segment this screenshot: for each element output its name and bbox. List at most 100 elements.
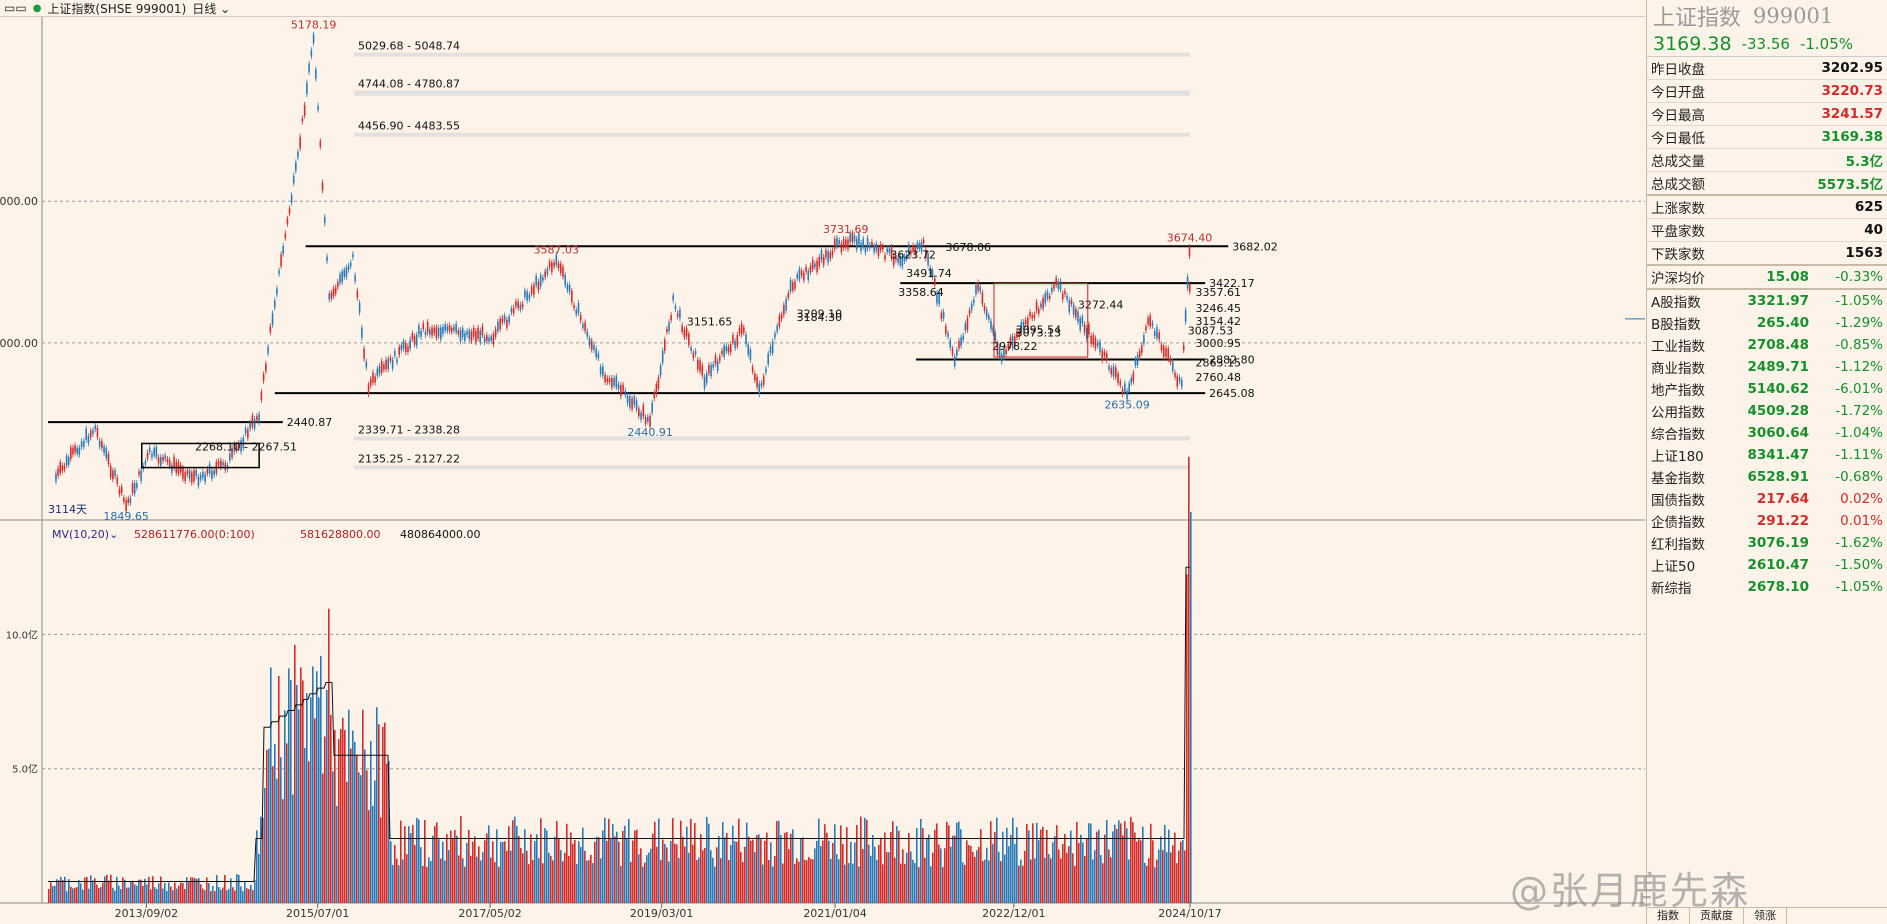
index-row[interactable]: 基金指数 6528.91 -0.68%: [1647, 466, 1887, 488]
candle-body: [1147, 317, 1149, 325]
volume-bar: [758, 834, 760, 903]
index-row[interactable]: 国债指数 217.64 0.02%: [1647, 488, 1887, 510]
volume-bar: [826, 832, 828, 903]
candle-body: [672, 295, 674, 301]
candle-body: [433, 327, 436, 334]
tab-指数[interactable]: 指数: [1647, 908, 1690, 924]
volume-bar: [648, 852, 650, 903]
volume-bar: [178, 885, 180, 903]
candle-body: [76, 448, 79, 454]
volume-tick-label: 5.0亿: [12, 763, 38, 776]
volume-bar: [904, 863, 906, 903]
volume-bar: [572, 843, 574, 903]
volume-bar: [710, 850, 712, 903]
volume-bar: [1014, 844, 1016, 903]
volume-bar: [56, 879, 58, 903]
level-label: 3682.02: [1232, 240, 1278, 253]
candle-body: [1114, 367, 1117, 378]
volume-bar: [1050, 858, 1052, 903]
candle-body: [114, 470, 116, 477]
volume-bar: [272, 766, 274, 903]
chart-background: [0, 17, 1645, 924]
volume-bar: [634, 830, 636, 903]
candle-body: [688, 333, 690, 346]
stat-row: 总成交量 5.3亿: [1647, 149, 1887, 172]
candle-body: [820, 250, 823, 261]
volume-bar: [1090, 823, 1092, 903]
volume-bar: [760, 839, 762, 903]
volume-bar: [870, 855, 872, 903]
candle-body: [655, 383, 658, 395]
candle-body: [879, 244, 882, 251]
index-row[interactable]: 上证50 2610.47 -1.50%: [1647, 554, 1887, 576]
index-row[interactable]: 公用指数 4509.28 -1.72%: [1647, 400, 1887, 422]
volume-bar: [520, 847, 522, 903]
kline-chart[interactable]: 3000.00 4000.00 5029.68 - 5048.74 4744.08 -…: [0, 17, 1645, 924]
volume-bar: [1148, 858, 1150, 903]
candle-body: [220, 460, 222, 468]
candle-body: [960, 337, 962, 346]
volume-bar: [974, 856, 976, 903]
index-row[interactable]: 红利指数 3076.19 -1.62%: [1647, 532, 1887, 554]
index-row[interactable]: B股指数 265.40 -1.29%: [1647, 312, 1887, 334]
index-row[interactable]: A股指数 3321.97 -1.05%: [1647, 290, 1887, 312]
volume-bar: [1084, 855, 1086, 903]
candle-body: [994, 332, 997, 341]
volume-bar: [1038, 840, 1040, 903]
index-row[interactable]: 工业指数 2708.48 -0.85%: [1647, 334, 1887, 356]
period-selector[interactable]: 日线 ⌄: [192, 0, 230, 17]
volume-bar: [1026, 824, 1028, 903]
tab-领涨[interactable]: 领涨: [1744, 908, 1787, 924]
volume-bar: [140, 879, 142, 903]
volume-bar: [828, 840, 830, 903]
volume-bar: [508, 826, 510, 903]
candle-body: [1145, 326, 1147, 331]
candle-body: [282, 246, 285, 254]
volume-bar: [1094, 850, 1096, 903]
candle-body: [666, 329, 668, 333]
index-pct: -1.72%: [1835, 403, 1883, 419]
candle-body: [849, 233, 851, 243]
candle-body: [925, 249, 927, 259]
breadth-row: 上涨家数 625: [1647, 196, 1887, 219]
volume-bar: [542, 863, 544, 903]
chart-area[interactable]: 3000.00 4000.00 5029.68 - 5048.74 4744.08 -…: [0, 17, 1645, 924]
index-row[interactable]: 上证180 8341.47 -1.11%: [1647, 444, 1887, 466]
annotation-label: 3678.06: [946, 241, 992, 254]
layout-toggle-icon[interactable]: ▭▭: [4, 1, 27, 15]
volume-bar: [1172, 845, 1174, 903]
volume-bar: [338, 739, 340, 903]
candle-body: [785, 298, 787, 311]
index-row[interactable]: 企债指数 291.22 0.01%: [1647, 510, 1887, 532]
candle-body: [284, 233, 287, 238]
volume-bar: [536, 834, 538, 903]
index-row[interactable]: 地产指数 5140.62 -6.01%: [1647, 378, 1887, 400]
candle-body: [981, 292, 984, 304]
volume-bar: [86, 877, 88, 903]
candle-body: [164, 455, 167, 460]
index-row[interactable]: 商业指数 2489.71 -1.12%: [1647, 356, 1887, 378]
volume-bar: [246, 888, 248, 903]
candle-body: [661, 350, 664, 363]
index-pct: -0.68%: [1835, 469, 1883, 485]
candle-body: [1186, 276, 1189, 289]
volume-bar: [838, 859, 840, 903]
candle-body: [146, 452, 149, 459]
volume-tick-label: 10.0亿: [6, 628, 38, 641]
candle-body: [825, 250, 827, 258]
volume-bar: [82, 889, 84, 903]
stat-label: 总成交量: [1651, 154, 1705, 170]
index-row[interactable]: 新综指 2678.10 -1.05%: [1647, 576, 1887, 598]
candle-body: [418, 325, 420, 335]
candle-body: [927, 253, 929, 266]
candle-body: [1130, 377, 1133, 383]
volume-bar: [606, 840, 608, 903]
volume-bar: [170, 886, 172, 903]
index-row[interactable]: 沪深均价 15.08 -0.33%: [1647, 266, 1887, 290]
candle-body: [644, 417, 647, 424]
candle-body: [380, 360, 383, 373]
index-row[interactable]: 综合指数 3060.64 -1.04%: [1647, 422, 1887, 444]
volume-bar: [674, 843, 676, 903]
tab-贡献度[interactable]: 贡献度: [1690, 908, 1744, 924]
candle-body: [521, 303, 524, 308]
